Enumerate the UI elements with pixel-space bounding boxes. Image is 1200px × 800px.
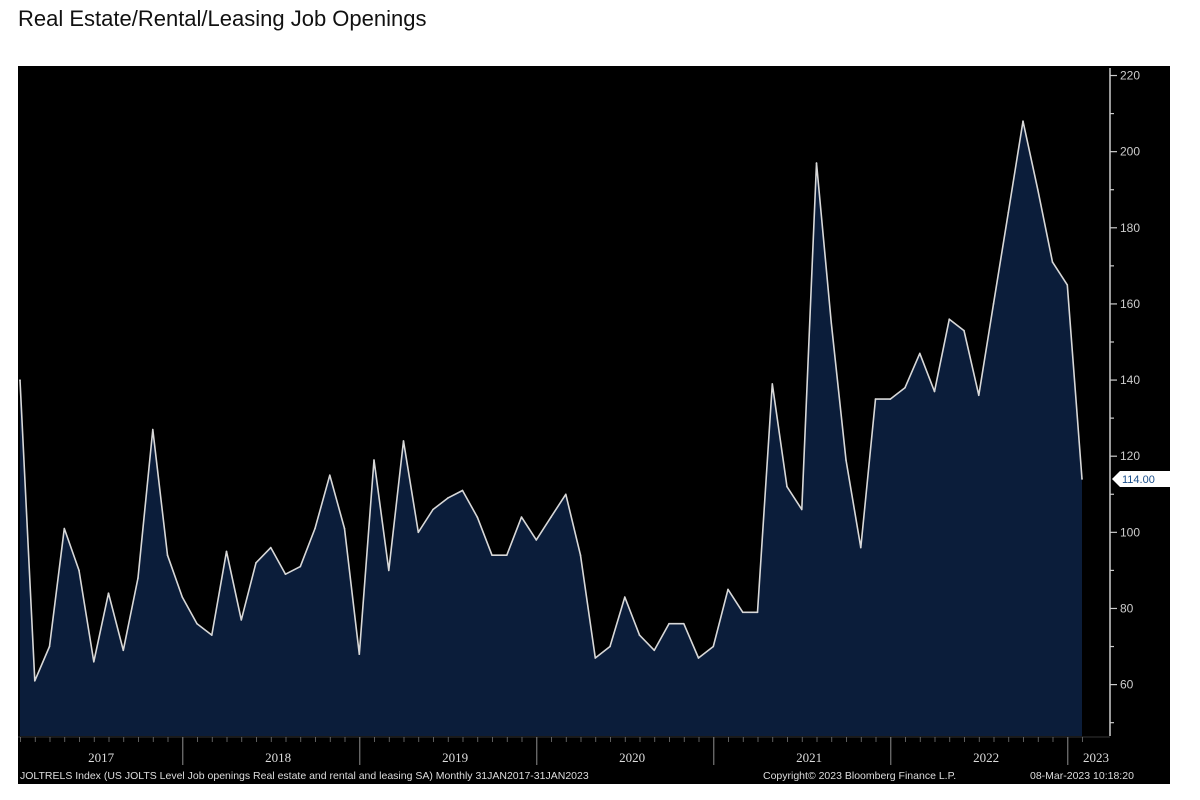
y-tick-label: 220 xyxy=(1120,69,1140,83)
data-point xyxy=(874,398,877,400)
data-point xyxy=(948,318,951,320)
data-point xyxy=(918,352,921,355)
data-point xyxy=(137,577,139,579)
y-tick-label: 120 xyxy=(1120,449,1140,463)
data-point xyxy=(446,497,449,499)
y-tick-label: 100 xyxy=(1120,525,1140,539)
y-tick-label: 180 xyxy=(1120,221,1140,235)
data-point xyxy=(166,554,169,556)
data-point xyxy=(358,653,361,655)
data-point xyxy=(963,329,965,332)
data-point xyxy=(1022,120,1024,122)
data-point xyxy=(63,527,66,530)
data-point xyxy=(107,592,110,595)
data-point xyxy=(476,516,479,518)
data-point xyxy=(830,322,833,324)
data-point xyxy=(653,649,656,652)
data-point xyxy=(771,383,774,385)
data-point xyxy=(402,440,405,442)
data-point xyxy=(255,561,257,564)
data-point xyxy=(1036,188,1039,191)
data-point xyxy=(19,379,21,381)
x-tick-label: 2018 xyxy=(265,750,291,765)
last-value-badge xyxy=(1112,471,1170,488)
data-point xyxy=(505,554,508,556)
data-point xyxy=(992,303,995,305)
data-point xyxy=(240,619,243,621)
data-point xyxy=(977,394,980,397)
data-point xyxy=(638,634,641,636)
data-point xyxy=(269,546,272,549)
data-point xyxy=(491,554,493,556)
x-tick-label: 2017 xyxy=(88,750,115,765)
data-point xyxy=(432,508,434,511)
data-point xyxy=(1007,211,1010,214)
data-point xyxy=(299,565,302,568)
data-point xyxy=(786,485,788,488)
data-point xyxy=(741,611,744,614)
data-point xyxy=(859,546,862,549)
data-point xyxy=(682,622,685,625)
data-point xyxy=(727,588,729,591)
data-point xyxy=(328,474,331,477)
data-point xyxy=(623,596,626,598)
x-tick-label: 2019 xyxy=(442,750,468,765)
data-point xyxy=(225,550,228,553)
data-point xyxy=(48,645,51,648)
y-tick-label: 160 xyxy=(1120,297,1140,311)
x-tick-label: 2022 xyxy=(973,750,999,765)
data-point xyxy=(92,660,95,663)
data-point xyxy=(461,489,464,492)
data-point xyxy=(33,680,36,682)
data-point xyxy=(550,516,552,518)
data-point xyxy=(1081,478,1083,480)
data-point xyxy=(579,554,582,556)
footer-source: JOLTRELS Index (US JOLTS Level Job openi… xyxy=(20,770,589,782)
data-point xyxy=(933,390,936,393)
data-point xyxy=(1051,261,1054,263)
last-value-label: 114.00 xyxy=(1122,474,1155,486)
y-tick-label: 140 xyxy=(1120,373,1140,387)
data-point xyxy=(594,657,597,659)
x-tick-label: 2023 xyxy=(1083,750,1109,765)
x-tick-label: 2021 xyxy=(796,750,822,765)
data-point xyxy=(196,622,198,625)
data-point xyxy=(1066,284,1069,286)
y-tick-label: 60 xyxy=(1120,678,1134,692)
data-point xyxy=(756,611,759,614)
data-point xyxy=(712,645,715,648)
data-point xyxy=(78,569,80,572)
chart-title: Real Estate/Rental/Leasing Job Openings xyxy=(18,6,427,31)
data-point xyxy=(181,596,184,598)
data-point xyxy=(889,398,892,400)
data-point xyxy=(845,459,847,461)
data-point xyxy=(800,508,803,511)
data-point xyxy=(122,649,125,652)
data-point xyxy=(373,459,375,461)
data-point xyxy=(564,493,567,496)
y-tick-label: 200 xyxy=(1120,145,1140,159)
data-point xyxy=(815,162,818,164)
data-point xyxy=(535,539,538,541)
data-point xyxy=(314,527,316,530)
data-point xyxy=(387,569,390,572)
data-point xyxy=(668,622,670,625)
footer-copyright: Copyright© 2023 Bloomberg Finance L.P. xyxy=(763,770,956,782)
data-point xyxy=(520,516,523,518)
series-area xyxy=(20,121,1082,736)
data-point xyxy=(284,573,287,576)
data-point xyxy=(343,527,346,530)
data-point xyxy=(904,386,906,389)
data-point xyxy=(210,634,213,636)
footer-timestamp: 08-Mar-2023 10:18:20 xyxy=(1030,770,1134,782)
data-point xyxy=(609,645,611,648)
y-tick-label: 80 xyxy=(1120,601,1134,615)
x-tick-label: 2020 xyxy=(619,750,645,765)
data-point xyxy=(151,428,154,431)
data-point xyxy=(697,657,700,659)
data-point xyxy=(417,531,420,534)
